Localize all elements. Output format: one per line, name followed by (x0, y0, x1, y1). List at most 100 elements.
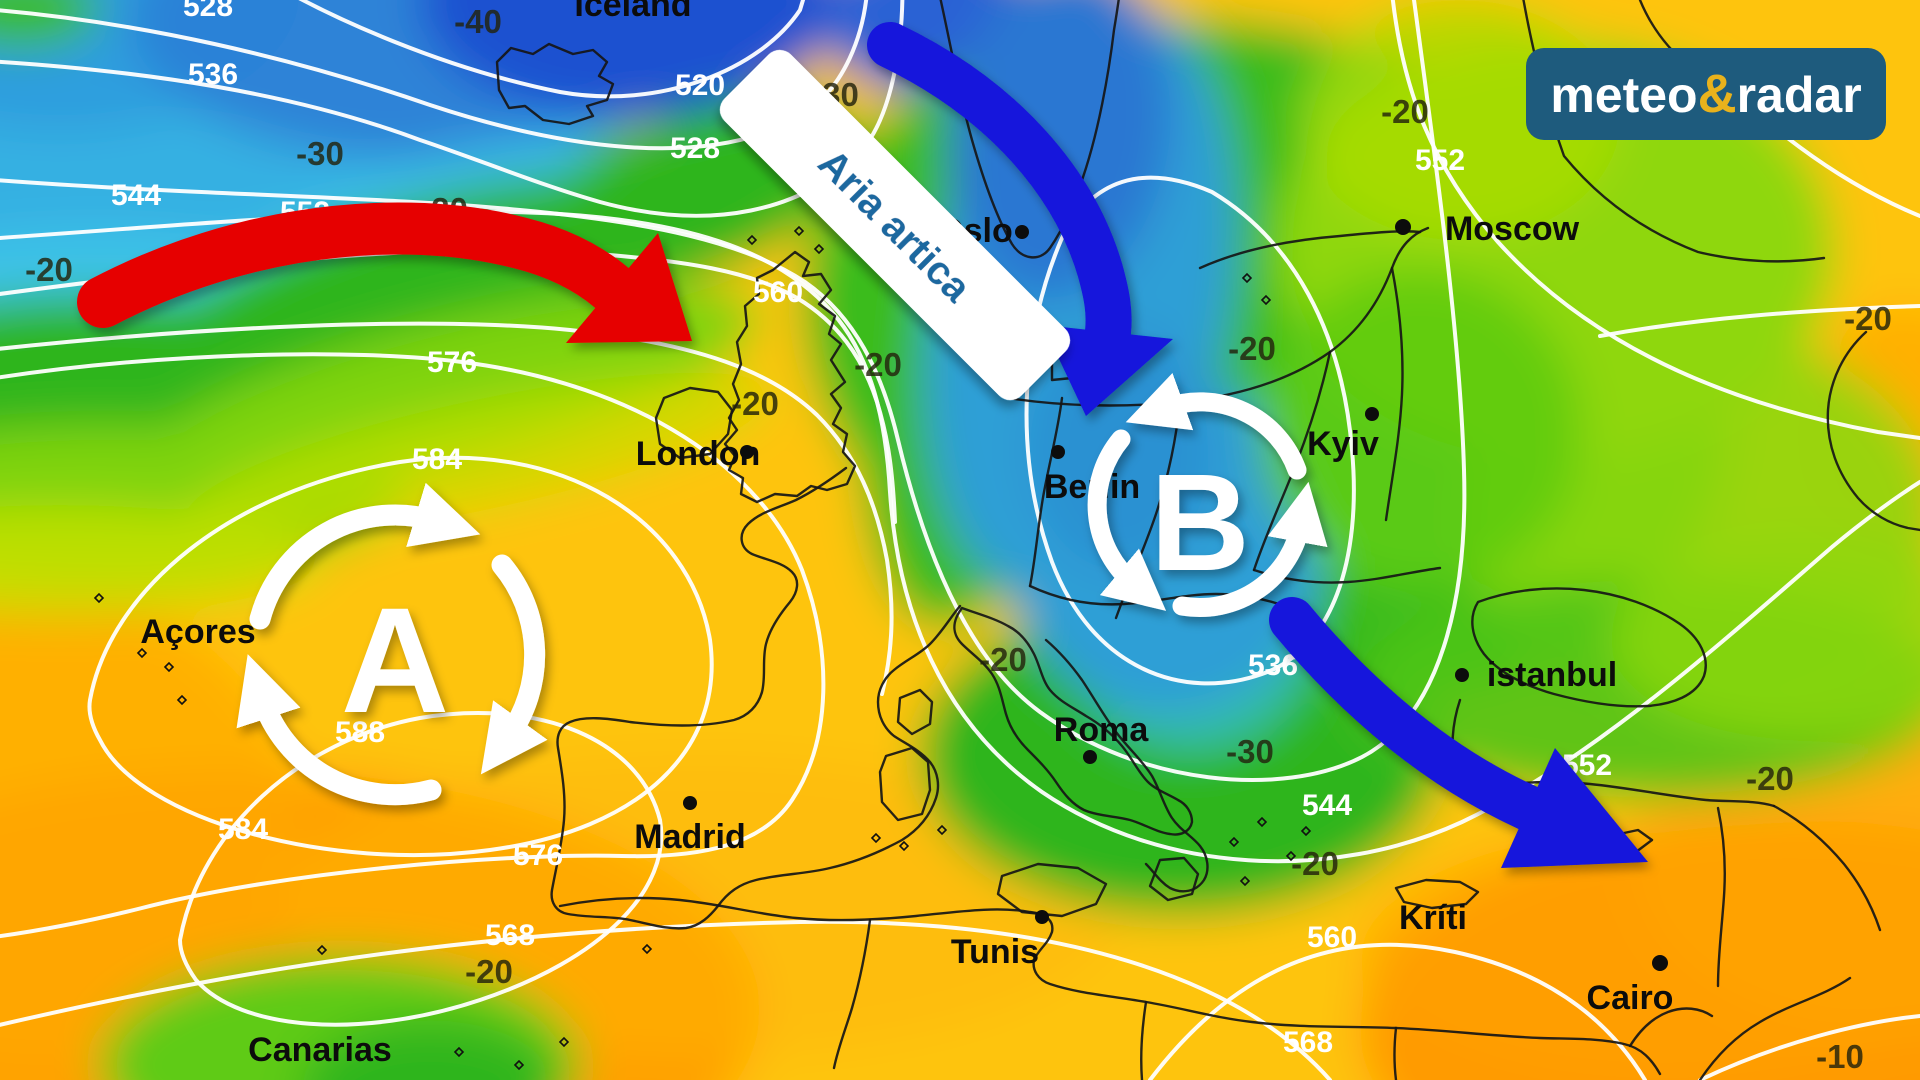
cold-air-arrow-shaft (867, 22, 1132, 355)
contour-label: 588 (335, 716, 385, 749)
contour-label: 584 (218, 813, 268, 846)
city-dot (683, 796, 697, 810)
temp-label: -20 (25, 251, 73, 288)
warm-air-arrow-head (566, 233, 692, 343)
contour-label: 520 (675, 69, 725, 102)
annotation-box (719, 49, 1071, 401)
temp-label: -20 (1844, 300, 1892, 337)
city-dot (1051, 445, 1065, 459)
city-roma: Roma (1054, 711, 1150, 764)
city-dot (1395, 219, 1411, 235)
contour-label: 536 (1248, 649, 1298, 682)
city-label: Iceland (574, 0, 691, 24)
city-dot (740, 445, 754, 459)
city-label: Cairo (1587, 979, 1674, 1017)
city-london: London (636, 435, 761, 473)
north-africa-coast (558, 896, 1662, 1076)
low-pressure-letter: B (1150, 446, 1250, 600)
city-canarias: Canarias (248, 1031, 392, 1069)
island-specks (93, 225, 1312, 1071)
temp-label: -20 (1381, 93, 1429, 130)
contour-label: 552 (1415, 144, 1465, 177)
temp-label: -20 (979, 641, 1027, 678)
cold-air-arrow-head (1501, 748, 1648, 868)
logo-ampersand-icon: & (1698, 64, 1737, 124)
city-label: Moscow (1445, 210, 1580, 248)
temp-label: -20 (465, 953, 513, 990)
city-label: Canarias (248, 1031, 392, 1069)
temp-label: -30 (296, 135, 344, 172)
city-moscow: Moscow (1395, 210, 1580, 248)
logo: meteo&radar (1526, 48, 1886, 140)
contour-label: 576 (513, 839, 563, 872)
crete-coast (1394, 878, 1480, 910)
logo-radar: radar (1737, 67, 1862, 123)
iceland-coast (495, 42, 615, 126)
contour-label: 584 (412, 443, 462, 476)
contour-label: 568 (1283, 1026, 1333, 1059)
contour-value-labels: 528 520 528 536 544 552 560 576 584 588 … (111, 0, 1612, 1059)
city-label: Kríti (1399, 899, 1467, 937)
cold-air-arrow-south (1269, 597, 1648, 868)
temp-label: -10 (1816, 1038, 1864, 1075)
city-istanbul: istanbul (1455, 656, 1617, 694)
logo-meteo: meteo (1550, 67, 1697, 123)
coastlines-borders (93, 0, 1920, 1080)
contour-label: 528 (183, 0, 233, 23)
balkans-coast (1044, 638, 1209, 893)
black-sea-coast (1471, 587, 1707, 708)
contour-label: 536 (188, 58, 238, 91)
city-acores: Açores (140, 613, 255, 651)
scandinavia-coast (939, 0, 1120, 259)
ireland-coast (654, 386, 734, 460)
contour-label: 560 (1307, 921, 1357, 954)
cold-air-arrow-head (1043, 325, 1173, 416)
temp-label: -40 (454, 3, 502, 40)
contour-label: 576 (427, 346, 477, 379)
contour-label: 544 (1302, 789, 1352, 822)
great-britain-coast (723, 250, 857, 504)
city-iceland: Iceland (574, 0, 691, 24)
low-pressure-marker: B (1087, 372, 1328, 618)
temp-label: -20 (1291, 845, 1339, 882)
city-dot (1652, 955, 1668, 971)
city-dot (1083, 750, 1097, 764)
logo-text: meteo&radar (1550, 64, 1861, 124)
city-label: Roma (1054, 711, 1150, 749)
warm-air-arrow (77, 202, 692, 343)
city-kriti: Kríti (1399, 899, 1467, 937)
city-dot (1015, 225, 1029, 239)
city-dot (1035, 910, 1049, 924)
city-tunis: Tunis (951, 910, 1049, 971)
city-dot (1365, 407, 1379, 421)
cold-air-arrow-shaft (1269, 597, 1551, 831)
city-label: Açores (140, 613, 255, 651)
france-iberia-coast (550, 466, 962, 930)
city-label: London (636, 435, 761, 473)
contour-label: 568 (485, 919, 535, 952)
high-pressure-marker: A (236, 482, 548, 806)
city-dot (1455, 668, 1469, 682)
city-label: Madrid (634, 818, 745, 856)
city-label: istanbul (1487, 656, 1617, 694)
cold-air-arrow-north (867, 22, 1173, 416)
temp-label: -20 (731, 385, 779, 422)
city-label: Kyiv (1307, 425, 1379, 463)
temp-label: -20 (1746, 760, 1794, 797)
warm-air-arrow-shaft (77, 202, 638, 328)
contour-label: 528 (670, 132, 720, 165)
temp-label: -20 (854, 346, 902, 383)
contour-label: 544 (111, 179, 161, 212)
temp-label: -30 (1226, 733, 1274, 770)
contour-label: 560 (753, 276, 803, 309)
high-pressure-letter: A (341, 576, 449, 744)
caspian-coast (1826, 330, 1920, 532)
city-kyiv: Kyiv (1307, 407, 1379, 463)
city-cairo: Cairo (1587, 955, 1674, 1017)
city-label: Tunis (951, 933, 1039, 971)
temp-label: -20 (1228, 330, 1276, 367)
city-madrid: Madrid (634, 796, 746, 856)
